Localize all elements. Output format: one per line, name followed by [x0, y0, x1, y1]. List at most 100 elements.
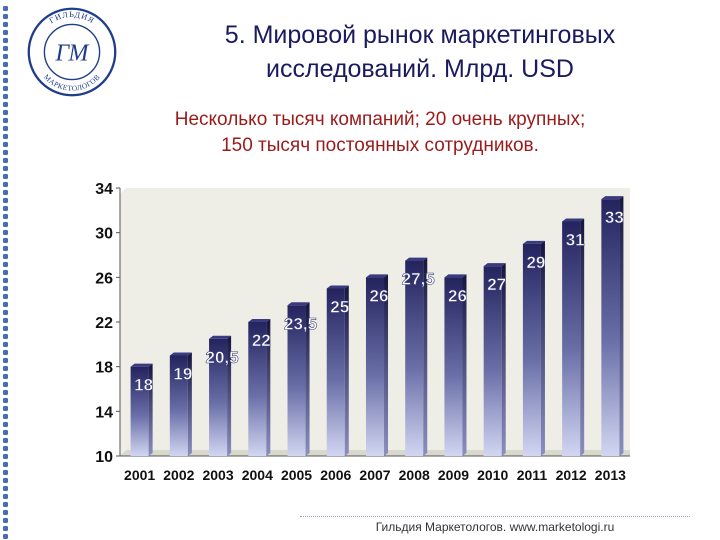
side-dot — [3, 14, 8, 19]
y-tick-label: 14 — [95, 404, 113, 421]
side-dot — [3, 206, 8, 211]
bar-top — [248, 319, 271, 322]
side-dot — [3, 190, 8, 195]
side-dot — [3, 70, 8, 75]
side-dot — [3, 246, 8, 251]
x-tick-label: 2004 — [242, 467, 273, 483]
bar-top — [444, 274, 467, 278]
bar-value-label: 18 — [134, 376, 153, 395]
y-tick-label: 34 — [95, 181, 113, 198]
y-tick-label: 18 — [95, 360, 113, 377]
side-dot — [3, 270, 8, 275]
slide-subtitle-line-2: 150 тысяч постоянных сотрудников. — [221, 135, 539, 156]
side-dot — [3, 118, 8, 123]
x-tick-label: 2013 — [595, 467, 626, 483]
side-dot — [3, 198, 8, 203]
side-dot — [3, 534, 8, 539]
x-tick-label: 2012 — [556, 467, 587, 483]
side-dot — [3, 238, 8, 243]
bar-side — [266, 319, 271, 456]
bar-top — [601, 196, 624, 200]
side-dot — [3, 302, 8, 307]
bar — [287, 305, 306, 456]
side-dot — [3, 350, 8, 355]
y-tick-label: 10 — [95, 449, 113, 466]
bar-side — [305, 302, 310, 456]
side-dot — [3, 518, 8, 523]
footer-divider — [300, 516, 690, 517]
side-dot — [3, 374, 8, 379]
bar-value-label: 27,5 — [402, 270, 435, 289]
x-tick-label: 2011 — [517, 467, 548, 483]
side-dot — [3, 366, 8, 371]
side-dot — [3, 286, 8, 291]
side-dot — [3, 422, 8, 427]
side-dot — [3, 214, 8, 219]
side-dot — [3, 326, 8, 331]
logo-monogram: ГМ — [55, 40, 91, 66]
side-dot — [3, 86, 8, 91]
y-tick-label: 26 — [95, 270, 113, 287]
bar — [483, 266, 502, 456]
bar-side — [462, 274, 467, 456]
market-bar-chart: 10 14 18 22 26 30 34 18 2001 19 2002 20,5 2003 22 2004… — [95, 181, 630, 483]
bar-value-label: 26 — [448, 286, 467, 305]
x-tick-label: 2009 — [438, 467, 469, 483]
bar-value-label: 29 — [526, 253, 545, 272]
x-tick-label: 2006 — [320, 467, 351, 483]
slide-subtitle-line-1: Несколько тысяч компаний; 20 очень крупн… — [174, 109, 586, 130]
side-dot — [3, 46, 8, 51]
bar-side — [384, 274, 389, 456]
bar-top — [287, 302, 310, 306]
side-dot — [3, 134, 8, 139]
side-dot — [3, 382, 8, 387]
slide-title-line-1: 5. Мировой рынок маркетинговых — [224, 21, 616, 49]
side-dot — [3, 174, 8, 179]
bar — [248, 322, 267, 456]
x-tick-label: 2008 — [399, 467, 430, 483]
x-tick-label: 2005 — [281, 467, 312, 483]
bar — [209, 338, 228, 456]
side-dot — [3, 494, 8, 499]
y-tick-label: 22 — [95, 315, 113, 332]
side-dot — [3, 486, 8, 491]
bar-side — [423, 257, 428, 456]
side-dot — [3, 158, 8, 163]
side-dot — [3, 126, 8, 131]
bar-value-label: 19 — [173, 365, 192, 384]
side-dot — [3, 430, 8, 435]
side-dot — [3, 398, 8, 403]
side-dot — [3, 510, 8, 515]
side-dot — [3, 102, 8, 107]
slide-title: 5. Мировой рынок маркетинговых исследова… — [150, 18, 690, 86]
side-dot — [3, 166, 8, 171]
x-tick-label: 2007 — [359, 467, 390, 483]
bar-top — [365, 274, 389, 278]
side-dot — [3, 254, 8, 259]
side-dot — [3, 230, 8, 235]
side-dot — [3, 318, 8, 323]
guild-logo: ГИЛЬДИЯ МАРКЕТОЛОГОВ ГМ — [27, 7, 117, 97]
side-dot — [3, 278, 8, 283]
bar — [169, 355, 188, 456]
side-dot — [3, 454, 8, 459]
bar-value-label: 22 — [252, 331, 271, 350]
side-dot-border — [3, 6, 8, 539]
side-dot — [3, 6, 8, 11]
side-dot — [3, 462, 8, 467]
bar-top — [326, 285, 349, 289]
side-dot — [3, 502, 8, 507]
x-tick-label: 2003 — [202, 467, 233, 483]
bar — [444, 277, 463, 456]
bar — [326, 288, 345, 456]
side-dot — [3, 182, 8, 187]
x-tick-label: 2002 — [163, 467, 194, 483]
bar-side — [540, 240, 545, 456]
bar-side — [148, 363, 153, 456]
bar-top — [130, 363, 153, 367]
bar-top — [169, 352, 192, 356]
side-dot — [3, 78, 8, 83]
side-dot — [3, 30, 8, 35]
slide-subtitle: Несколько тысяч компаний; 20 очень крупн… — [100, 107, 660, 159]
side-dot — [3, 110, 8, 115]
